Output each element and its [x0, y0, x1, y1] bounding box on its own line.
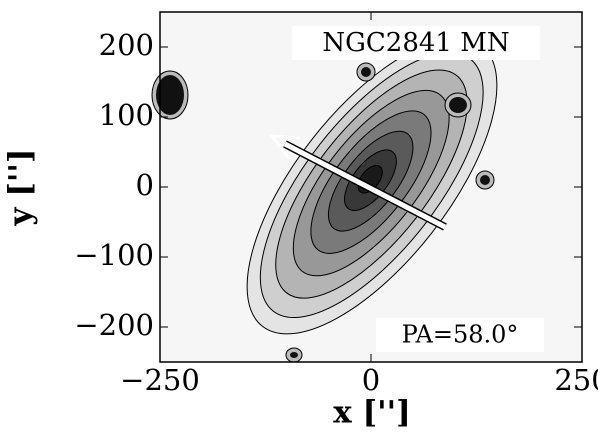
y-axis-label: y [''] [3, 148, 39, 226]
x-axis-label: x [''] [333, 395, 411, 431]
y-tick-label: 100 [99, 98, 154, 132]
chart-title: NGC2841 MN [322, 28, 509, 58]
pa-arrow [283, 141, 447, 230]
y-tick-label: −100 [74, 238, 154, 272]
pa-arrow-head [268, 134, 301, 159]
source [480, 175, 490, 185]
x-tick-label: 250 [554, 363, 598, 397]
y-tick-label: 200 [99, 28, 154, 62]
x-tick-label: −250 [120, 363, 200, 397]
overlay [268, 134, 447, 231]
x-tick-label: 0 [362, 363, 380, 397]
title-box [292, 26, 540, 60]
source [290, 352, 298, 358]
annotation: PA=58.0° [402, 321, 519, 349]
source [449, 97, 467, 113]
y-tick-label: −200 [74, 308, 154, 342]
annotation-box [376, 318, 544, 352]
y-tick-label: 0 [136, 168, 154, 202]
source [361, 67, 371, 77]
source [156, 75, 184, 115]
